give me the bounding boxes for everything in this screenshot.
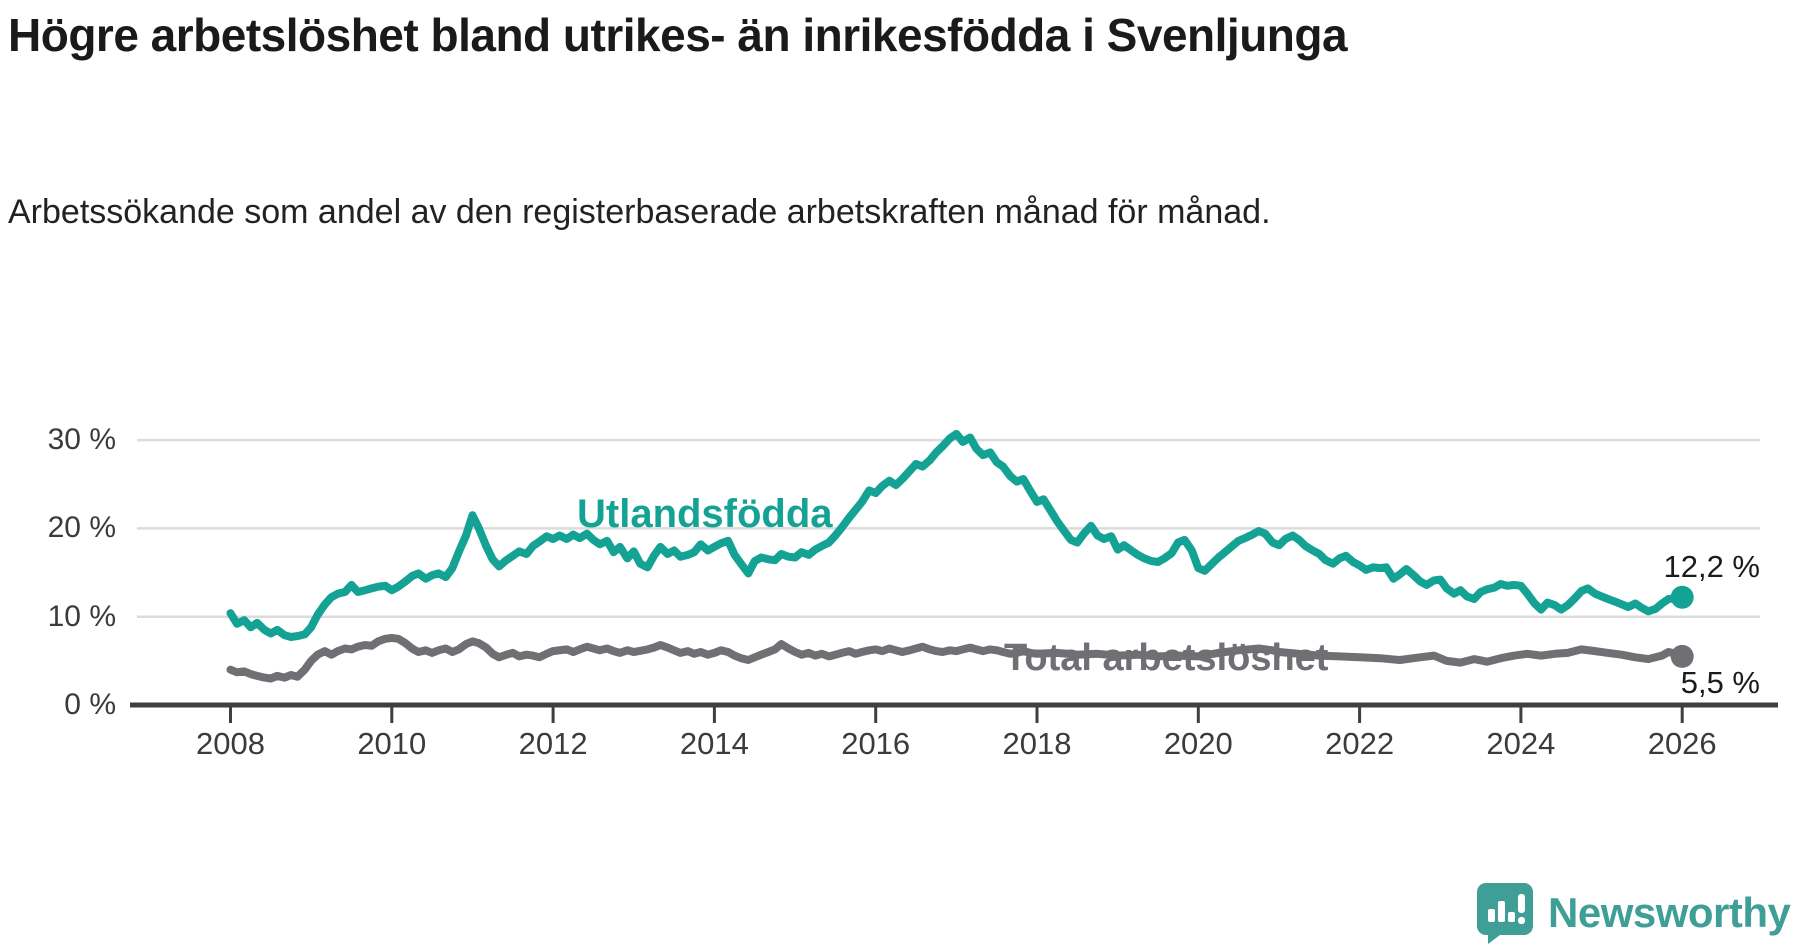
x-tick-label: 2026 (1647, 726, 1717, 761)
x-tick-label: 2010 (357, 726, 427, 761)
x-axis-ticks (229, 707, 1684, 723)
gridlines (137, 438, 1760, 618)
x-tick-label: 2018 (1002, 726, 1072, 761)
newsworthy-logo[interactable]: Newsworthy (1476, 882, 1791, 944)
y-tick-label: 10 % (47, 599, 116, 633)
chart-subtitle: Arbetssökande som andel av den registerb… (8, 193, 1271, 231)
newsworthy-logo-text: Newsworthy (1548, 889, 1791, 936)
utlandsfodda-end-dot (1670, 585, 1694, 609)
x-tick-label: 2016 (841, 726, 911, 761)
newsworthy-logo-icon (1477, 883, 1533, 944)
series-label-utlandsfodda: Utlandsfödda (577, 492, 833, 536)
x-tick-label: 2008 (196, 726, 265, 761)
total-arbetsloshet-line (226, 633, 1687, 683)
series-label-total-arbetsloshet: Total arbetslöshet (1004, 637, 1329, 679)
x-tick-label: 2014 (679, 726, 749, 761)
utlandsfodda-line (226, 429, 1687, 641)
total-end-value-label: 5,5 % (1680, 665, 1760, 700)
page-title: Högre arbetslöshet bland utrikes- än inr… (8, 9, 1348, 61)
x-tick-label: 2024 (1486, 726, 1556, 761)
y-tick-label: 0 % (64, 688, 116, 721)
x-tick-label: 2012 (518, 726, 588, 761)
utlandsfodda-end-value-label: 12,2 % (1663, 549, 1760, 584)
y-tick-label: 30 % (47, 423, 116, 457)
x-tick-label: 2020 (1163, 726, 1233, 761)
x-tick-label: 2022 (1325, 726, 1395, 761)
y-tick-label: 20 % (47, 511, 116, 545)
